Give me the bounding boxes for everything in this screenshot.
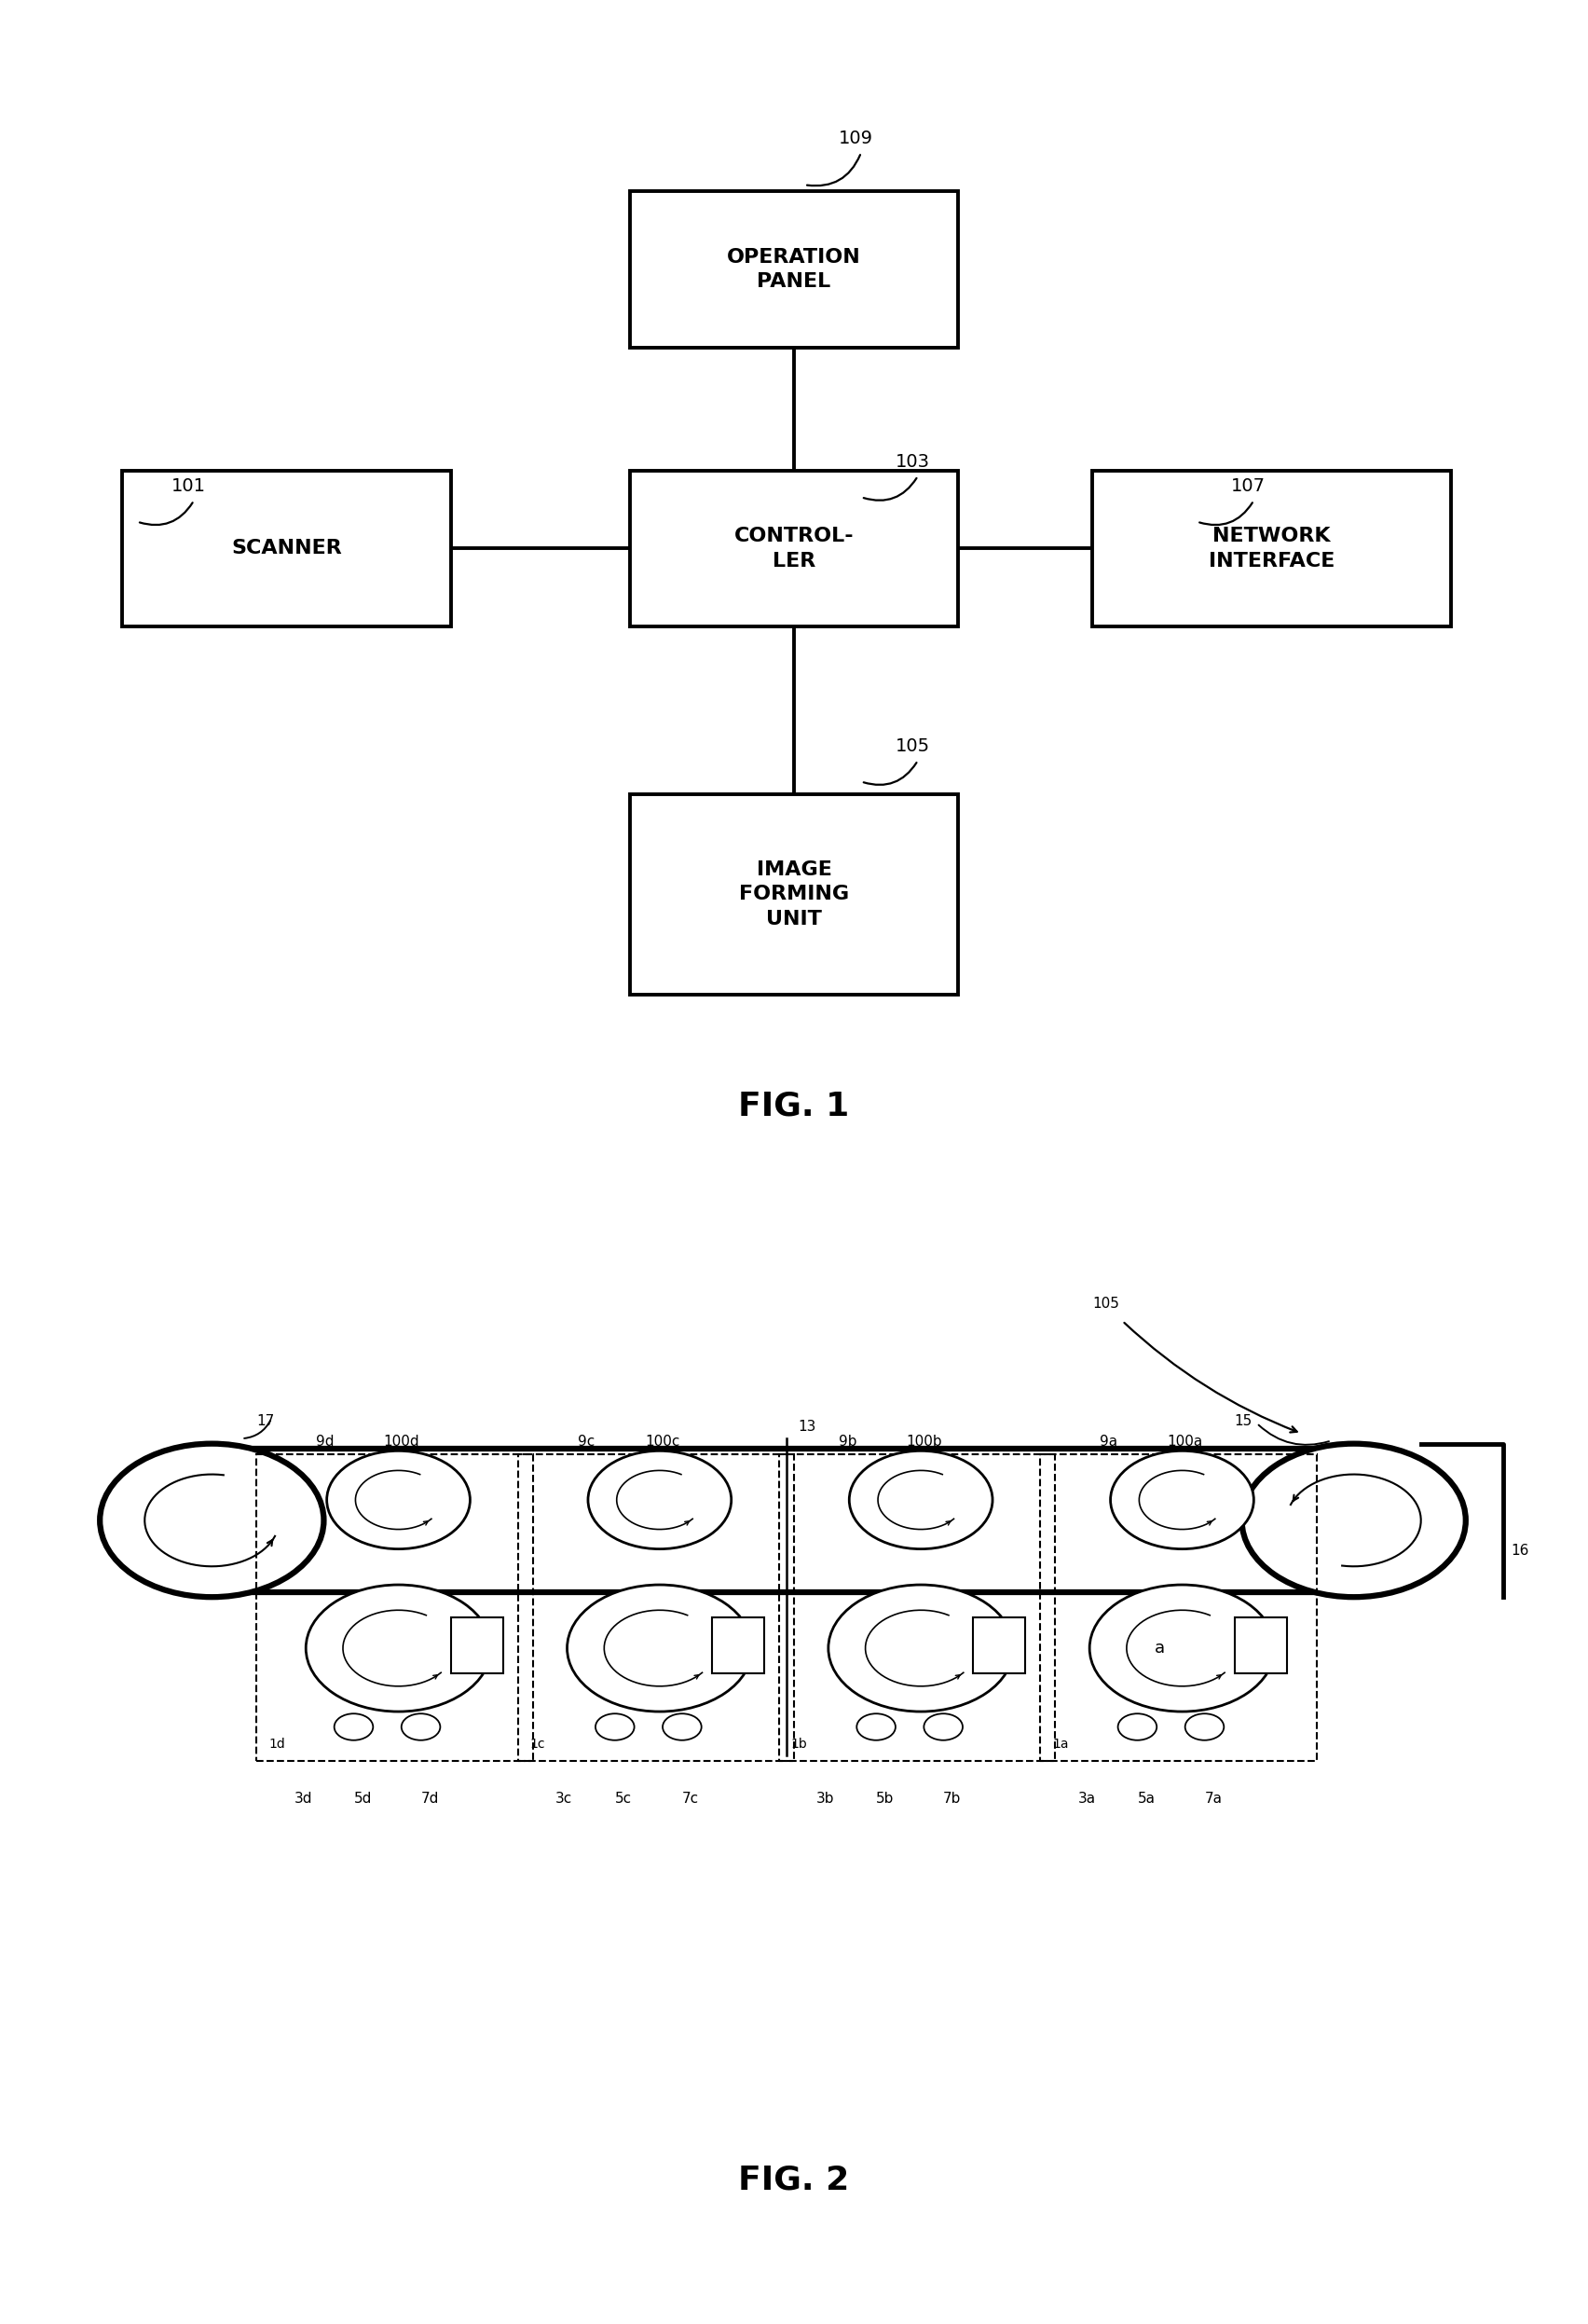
Text: 9c: 9c [578,1434,594,1448]
Text: 5a: 5a [1137,1792,1154,1806]
Bar [1234,1618,1286,1673]
Text: SCANNER: SCANNER [232,539,341,558]
Text: CONTROL-
LER: CONTROL- LER [734,528,854,569]
Text: 7d: 7d [421,1792,438,1806]
Text: 100a: 100a [1167,1434,1202,1448]
Text: 7c: 7c [683,1792,699,1806]
Text: 1a: 1a [1053,1738,1069,1750]
Text: 109: 109 [838,130,873,146]
Text: 1c: 1c [530,1738,545,1750]
Text: 5c: 5c [615,1792,632,1806]
Bar [973,1618,1026,1673]
Circle shape [1185,1713,1224,1741]
Text: 1b: 1b [791,1738,808,1750]
Circle shape [924,1713,962,1741]
Bar [1093,469,1451,627]
Text: 7b: 7b [943,1792,961,1806]
Bar [630,191,958,349]
Circle shape [100,1443,324,1597]
Text: 103: 103 [896,453,931,469]
Text: 9b: 9b [838,1434,858,1448]
Text: 16: 16 [1510,1543,1529,1557]
Text: 5d: 5d [354,1792,372,1806]
Text: 17: 17 [257,1415,275,1429]
Circle shape [567,1585,753,1710]
Circle shape [588,1450,732,1550]
Circle shape [327,1450,470,1550]
Circle shape [829,1585,1013,1710]
Text: 105: 105 [896,737,931,755]
Text: OPERATION
PANEL: OPERATION PANEL [727,249,861,290]
Text: 100b: 100b [905,1434,942,1448]
Text: 9d: 9d [316,1434,335,1448]
Bar [711,1618,764,1673]
Text: a: a [1154,1641,1166,1657]
Text: FIG. 2: FIG. 2 [738,2164,850,2196]
Text: 5b: 5b [877,1792,894,1806]
Text: 3d: 3d [294,1792,313,1806]
Bar [205,1448,1355,1592]
Circle shape [333,1713,373,1741]
Bar [122,469,451,627]
Circle shape [1118,1713,1156,1741]
Text: 100d: 100d [384,1434,419,1448]
Circle shape [1110,1450,1255,1550]
Bar [630,795,958,995]
Text: 1d: 1d [268,1738,286,1750]
Circle shape [306,1585,491,1710]
Circle shape [1089,1585,1275,1710]
Bar [451,1618,503,1673]
Circle shape [850,1450,992,1550]
Circle shape [596,1713,634,1741]
Text: 100c: 100c [645,1434,680,1448]
Text: 3a: 3a [1078,1792,1096,1806]
Circle shape [1242,1443,1466,1597]
Text: FIG. 1: FIG. 1 [738,1090,850,1122]
Text: 3b: 3b [816,1792,835,1806]
Text: 105: 105 [1093,1297,1120,1311]
Text: 9a: 9a [1100,1434,1118,1448]
Text: 107: 107 [1231,476,1266,495]
Text: 13: 13 [799,1420,816,1434]
Text: NETWORK
INTERFACE: NETWORK INTERFACE [1208,528,1336,569]
Text: IMAGE
FORMING
UNIT: IMAGE FORMING UNIT [738,860,850,927]
Text: 101: 101 [172,476,206,495]
Text: 3c: 3c [556,1792,572,1806]
Circle shape [856,1713,896,1741]
Text: 7a: 7a [1204,1792,1223,1806]
Text: 15: 15 [1234,1415,1253,1429]
Bar [630,469,958,627]
Circle shape [402,1713,440,1741]
Circle shape [662,1713,702,1741]
